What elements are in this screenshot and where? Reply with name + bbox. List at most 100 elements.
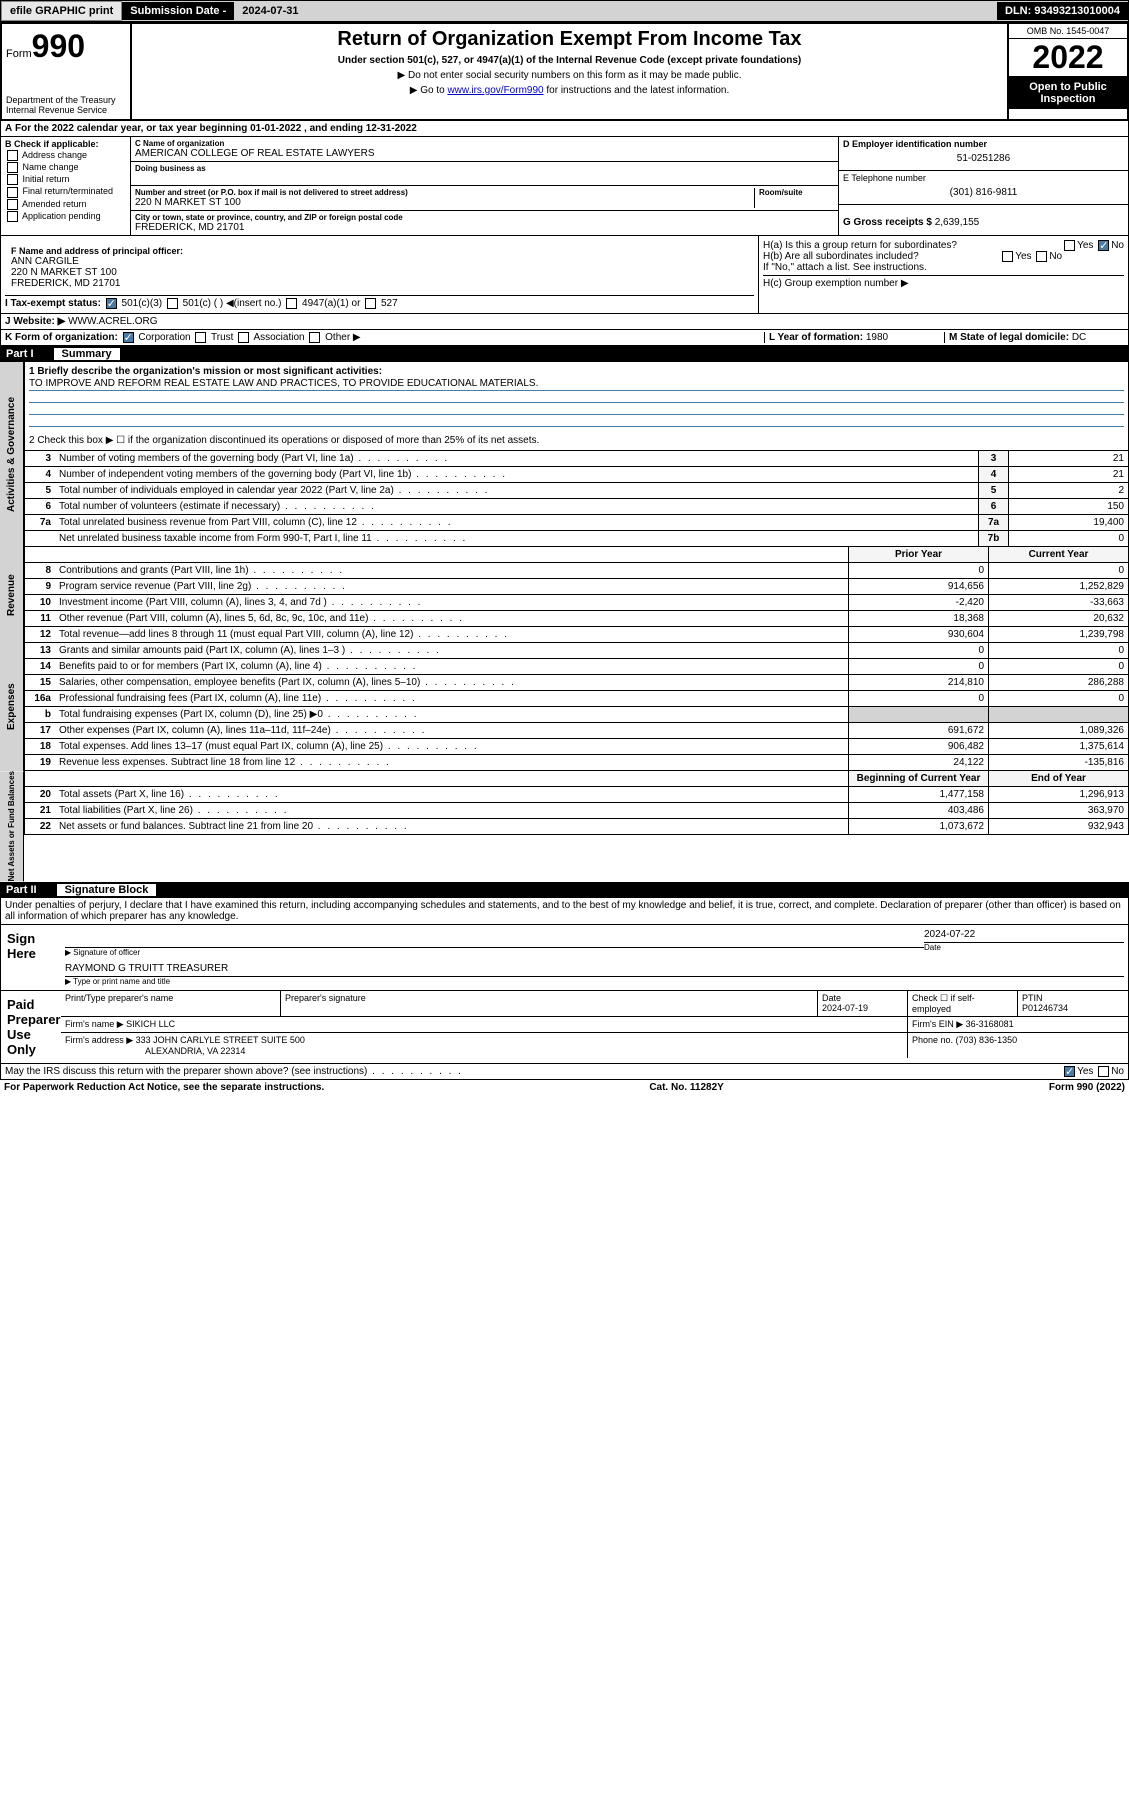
row-j-website: J Website: ▶ WWW.ACREL.ORG — [0, 314, 1129, 330]
table-row: 6Total number of volunteers (estimate if… — [24, 499, 1129, 515]
footer-right: Form 990 (2022) — [1049, 1082, 1125, 1093]
firm-ein: 36-3168081 — [966, 1019, 1014, 1029]
col-end-year: End of Year — [988, 771, 1128, 786]
hb-label: H(b) Are all subordinates included? Yes … — [763, 251, 1124, 262]
tel-label: E Telephone number — [843, 173, 1124, 183]
submission-date-label: Submission Date - — [122, 2, 234, 20]
hb-note: If "No," attach a list. See instructions… — [763, 262, 1124, 273]
table-row: 19Revenue less expenses. Subtract line 1… — [24, 755, 1129, 771]
ha-yes[interactable] — [1064, 240, 1075, 251]
form-header: Form990 Department of the Treasury Inter… — [0, 22, 1129, 121]
chk-501c3[interactable] — [106, 298, 117, 309]
footer-mid: Cat. No. 11282Y — [649, 1082, 723, 1093]
name-title-label: Type or print name and title — [73, 977, 170, 986]
mission-text: TO IMPROVE AND REFORM REAL ESTATE LAW AN… — [29, 377, 1124, 391]
col-begin-year: Beginning of Current Year — [848, 771, 988, 786]
org-name-label: C Name of organization — [135, 139, 834, 148]
sign-here-label: Sign Here — [1, 925, 61, 990]
chk-address-change[interactable]: Address change — [5, 150, 126, 161]
row-a-tax-year: A For the 2022 calendar year, or tax yea… — [0, 121, 1129, 137]
chk-trust[interactable] — [195, 332, 206, 343]
table-row: Net unrelated business taxable income fr… — [24, 531, 1129, 547]
omb-number: OMB No. 1545-0047 — [1009, 24, 1127, 39]
chk-self-employed[interactable]: Check ☐ if self-employed — [908, 991, 1018, 1016]
hb-no[interactable] — [1036, 251, 1047, 262]
top-toolbar: efile GRAPHIC print Submission Date - 20… — [0, 0, 1129, 22]
ha-no[interactable] — [1098, 240, 1109, 251]
row-k-l-m: K Form of organization: Corporation Trus… — [0, 330, 1129, 346]
sign-here-section: Sign Here Signature of officer 2024-07-2… — [0, 925, 1129, 991]
form-title: Return of Organization Exempt From Incom… — [136, 28, 1003, 51]
tel-value: (301) 816-9811 — [843, 183, 1124, 202]
irs-discuss-yes[interactable] — [1064, 1066, 1075, 1077]
hb-yes[interactable] — [1002, 251, 1013, 262]
table-row: 16aProfessional fundraising fees (Part I… — [24, 691, 1129, 707]
open-public-badge: Open to Public Inspection — [1009, 77, 1127, 109]
chk-other[interactable] — [309, 332, 320, 343]
footer-left: For Paperwork Reduction Act Notice, see … — [4, 1082, 324, 1093]
tax-year: 2022 — [1009, 39, 1127, 77]
footer: For Paperwork Reduction Act Notice, see … — [0, 1080, 1129, 1095]
firm-addr1: 333 JOHN CARLYLE STREET SUITE 500 — [136, 1035, 305, 1045]
irs-link[interactable]: www.irs.gov/Form990 — [447, 85, 543, 96]
firm-name: SIKICH LLC — [126, 1019, 175, 1029]
vlabel-net-assets: Net Assets or Fund Balances — [0, 771, 24, 881]
ha-label: H(a) Is this a group return for subordin… — [763, 240, 1124, 251]
sig-date: 2024-07-22 — [924, 929, 1124, 940]
vlabel-revenue: Revenue — [0, 547, 24, 643]
col-b-header: B Check if applicable: — [5, 139, 126, 149]
chk-501c[interactable] — [167, 298, 178, 309]
table-row: 22Net assets or fund balances. Subtract … — [24, 819, 1129, 835]
table-row: bTotal fundraising expenses (Part IX, co… — [24, 707, 1129, 723]
officer-addr2: FREDERICK, MD 21701 — [11, 278, 748, 289]
chk-initial-return[interactable]: Initial return — [5, 174, 126, 185]
prep-sig-label: Preparer's signature — [281, 991, 818, 1016]
dba-label: Doing business as — [135, 164, 834, 173]
chk-final-return[interactable]: Final return/terminated — [5, 186, 126, 197]
col-current-year: Current Year — [988, 547, 1128, 562]
table-row: 21Total liabilities (Part X, line 26)403… — [24, 803, 1129, 819]
officer-addr1: 220 N MARKET ST 100 — [11, 267, 748, 278]
org-street: 220 N MARKET ST 100 — [135, 197, 754, 208]
ein-label: D Employer identification number — [843, 139, 1124, 149]
chk-amended[interactable]: Amended return — [5, 199, 126, 210]
form-number: Form990 — [6, 28, 126, 65]
gross-label: G Gross receipts $ — [843, 217, 935, 228]
mission-box: 1 Briefly describe the organization's mi… — [24, 362, 1129, 451]
table-row: 3Number of voting members of the governi… — [24, 451, 1129, 467]
section-f-to-h: F Name and address of principal officer:… — [0, 236, 1129, 314]
chk-corp[interactable] — [123, 332, 134, 343]
prep-name-label: Print/Type preparer's name — [61, 991, 281, 1016]
row-i-label: I Tax-exempt status: — [5, 298, 101, 309]
col-prior-year: Prior Year — [848, 547, 988, 562]
part2-header: Part IISignature Block — [0, 882, 1129, 898]
sig-officer-label: Signature of officer — [73, 948, 140, 957]
chk-name-change[interactable]: Name change — [5, 162, 126, 173]
table-row: 13Grants and similar amounts paid (Part … — [24, 643, 1129, 659]
vlabel-activities: Activities & Governance — [0, 362, 24, 547]
form-note-link: ▶ Go to www.irs.gov/Form990 for instruct… — [136, 85, 1003, 96]
officer-print-name: RAYMOND G TRUITT TREASURER — [65, 963, 1124, 974]
q2-checkbox-line: 2 Check this box ▶ ☐ if the organization… — [29, 435, 1124, 446]
state-domicile: DC — [1072, 332, 1086, 343]
chk-527[interactable] — [365, 298, 376, 309]
table-row: 17Other expenses (Part IX, column (A), l… — [24, 723, 1129, 739]
form-subtitle: Under section 501(c), 527, or 4947(a)(1)… — [136, 55, 1003, 66]
table-row: 5Total number of individuals employed in… — [24, 483, 1129, 499]
table-row: 7aTotal unrelated business revenue from … — [24, 515, 1129, 531]
date-label: Date — [924, 942, 1124, 952]
table-row: 4Number of independent voting members of… — [24, 467, 1129, 483]
chk-4947[interactable] — [286, 298, 297, 309]
form-note-ssn: ▶ Do not enter social security numbers o… — [136, 70, 1003, 81]
efile-print-button[interactable]: efile GRAPHIC print — [1, 1, 122, 21]
chk-assoc[interactable] — [238, 332, 249, 343]
city-label: City or town, state or province, country… — [135, 213, 834, 222]
irs-discuss-no[interactable] — [1098, 1066, 1109, 1077]
org-city: FREDERICK, MD 21701 — [135, 222, 834, 233]
gross-value: 2,639,155 — [935, 217, 980, 228]
chk-application-pending[interactable]: Application pending — [5, 211, 126, 222]
section-b-to-g: B Check if applicable: Address change Na… — [0, 137, 1129, 236]
addr-label: Number and street (or P.O. box if mail i… — [135, 188, 754, 197]
org-name: AMERICAN COLLEGE OF REAL ESTATE LAWYERS — [135, 148, 834, 159]
submission-date: 2024-07-31 — [234, 2, 306, 20]
